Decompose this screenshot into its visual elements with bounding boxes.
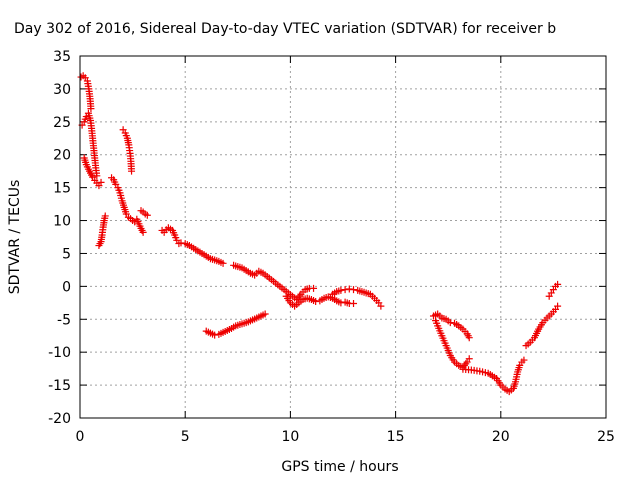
series-seg8 [158, 224, 227, 267]
data-point-marker [345, 285, 353, 293]
data-point-marker [312, 298, 320, 306]
data-point-marker [93, 172, 101, 180]
data-point-marker [554, 280, 562, 288]
series-seg7 [137, 207, 151, 219]
data-point-marker [465, 355, 473, 363]
data-point-marker [261, 310, 269, 318]
data-point-marker [337, 286, 345, 294]
series-seg3 [80, 154, 105, 190]
chart-title: Day 302 of 2016, Sidereal Day-to-day VTE… [14, 21, 556, 37]
data-point-marker [87, 105, 95, 113]
data-point-marker [310, 284, 318, 292]
ticks [79, 55, 607, 419]
y-tick-label: 25 [53, 115, 71, 131]
data-point-marker [350, 299, 358, 307]
y-tick-label: -5 [57, 312, 71, 328]
data-point-marker [337, 299, 345, 307]
y-axis-title: SDTVAR / TECUs [7, 180, 23, 295]
series-seg15 [459, 356, 528, 396]
data-point-marker [341, 286, 349, 294]
data-point-marker [520, 356, 528, 364]
series-seg11 [328, 285, 385, 310]
data-point-marker [101, 212, 109, 220]
series-seg13 [429, 310, 473, 342]
data-point-marker [554, 302, 562, 310]
series-seg14 [432, 317, 473, 371]
data-point-marker [350, 286, 358, 294]
y-tick-label: -10 [48, 345, 71, 361]
y-tick-label: 35 [53, 49, 71, 65]
y-tick-label: -15 [48, 378, 71, 394]
series-seg10 [282, 292, 358, 310]
data-point-marker [446, 319, 454, 327]
series-seg5 [108, 174, 147, 236]
y-tick-label: 15 [53, 181, 71, 197]
series-seg4 [95, 212, 109, 250]
data-point-marker [97, 178, 105, 186]
data-point-marker [177, 239, 185, 247]
x-tick-label: 25 [597, 429, 615, 445]
grid [80, 56, 606, 418]
x-tick-labels: 0 5 10 15 20 25 [76, 429, 615, 445]
y-tick-labels: -20 -15 -10 -5 0 5 10 15 20 25 30 35 [48, 49, 71, 427]
plot-frame [79, 55, 607, 419]
x-tick-label: 5 [181, 429, 190, 445]
x-axis-title: GPS time / hours [281, 459, 398, 475]
series-seg17 [545, 280, 562, 300]
data-point-marker [377, 302, 385, 310]
y-tick-label: 20 [53, 148, 71, 164]
y-tick-label: 30 [53, 82, 71, 98]
data-point-marker [211, 331, 219, 339]
data-point-marker [465, 334, 473, 342]
series-seg9 [230, 261, 318, 304]
series-seg6 [119, 126, 136, 175]
data-marks [77, 72, 562, 396]
x-tick-label: 20 [492, 429, 510, 445]
series-seg1 [77, 72, 95, 113]
y-tick-label: 5 [62, 246, 71, 262]
series-seg12 [202, 310, 269, 339]
data-point-marker [139, 228, 147, 236]
y-tick-label: 10 [53, 214, 71, 230]
y-tick-label: -20 [48, 411, 71, 427]
x-tick-label: 0 [76, 429, 85, 445]
y-tick-label: 0 [62, 279, 71, 295]
data-point-marker [143, 211, 151, 219]
data-point-marker [219, 259, 227, 267]
data-point-marker [128, 167, 136, 175]
series-seg16 [522, 302, 562, 350]
x-tick-label: 15 [387, 429, 405, 445]
x-tick-label: 10 [281, 429, 299, 445]
